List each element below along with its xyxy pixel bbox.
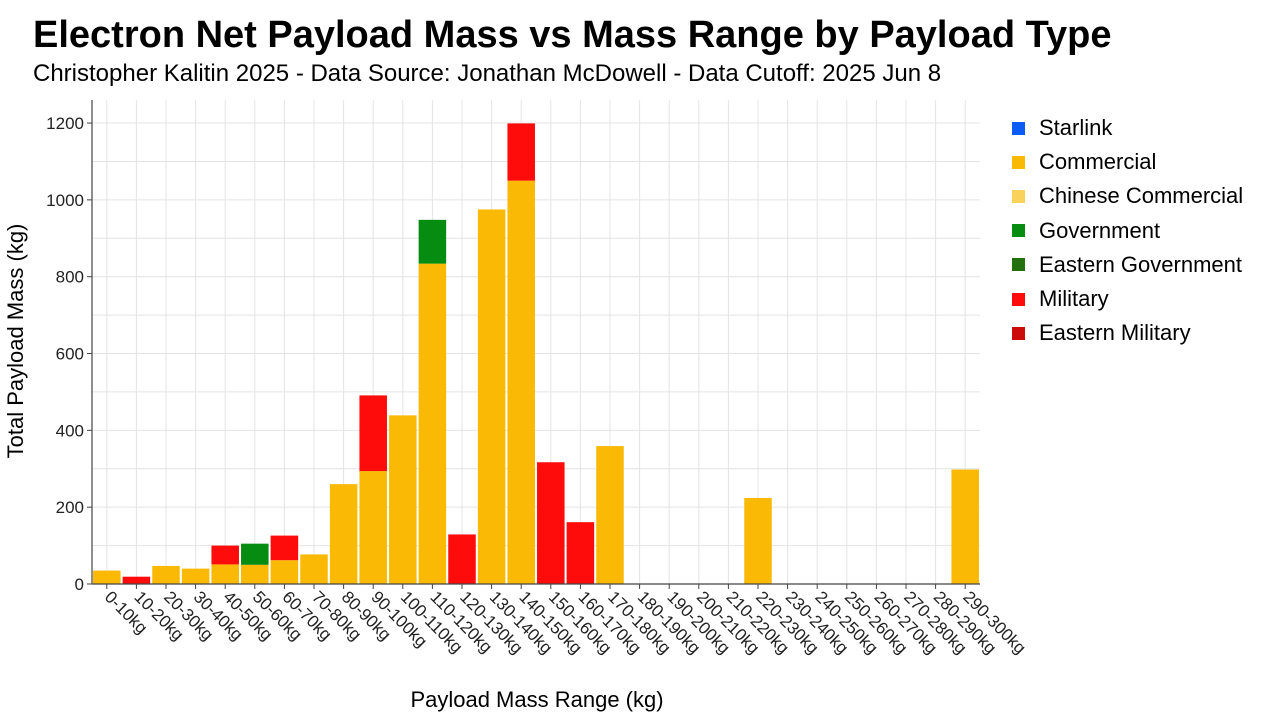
bar-commercial [93, 570, 121, 584]
bar-commercial [181, 568, 210, 584]
bar-commercial [507, 180, 535, 584]
legend-label: Chinese Commercial [1039, 183, 1244, 209]
bar-commercial [300, 554, 328, 584]
bar-commercial [329, 484, 358, 584]
legend-swatch [1012, 326, 1025, 340]
legend-swatch [1012, 258, 1025, 272]
legend-item[interactable]: Eastern Military [1012, 316, 1243, 350]
legend-item[interactable]: Commercial [1012, 145, 1243, 179]
bar-military [448, 534, 476, 584]
legend-swatch [1012, 121, 1025, 135]
bar-government [418, 219, 447, 264]
bar-military [507, 123, 535, 181]
bar-military [537, 462, 565, 584]
legend-swatch [1012, 224, 1025, 238]
y-axis-title: Total Payload Mass (kg) [3, 224, 28, 459]
legend-label: Military [1039, 286, 1109, 312]
bar-military [270, 535, 299, 561]
bar-layer [93, 123, 979, 584]
bar-military [211, 545, 239, 565]
chart-title: Electron Net Payload Mass vs Mass Range … [33, 14, 1112, 56]
bar-commercial [951, 469, 979, 584]
y-tick-label: 1200 [46, 114, 84, 133]
bar-military [122, 576, 151, 584]
bar-commercial [389, 415, 417, 584]
bar-government [241, 543, 269, 565]
bar-commercial [359, 471, 387, 584]
legend: Starlink Commercial Chinese Commercial Gove… [1012, 111, 1243, 350]
bar-commercial [152, 565, 180, 584]
bar-commercial [744, 497, 772, 584]
legend-item[interactable]: Starlink [1012, 111, 1243, 145]
y-tick-label: 200 [56, 498, 84, 517]
legend-swatch [1012, 292, 1025, 306]
bar-commercial [418, 263, 447, 584]
bar-commercial [270, 560, 299, 584]
y-tick-label: 800 [56, 268, 84, 287]
y-tick-label: 1000 [46, 191, 84, 210]
y-tick-label: 400 [56, 421, 84, 440]
bar-commercial [596, 446, 624, 584]
legend-swatch [1012, 189, 1025, 203]
grid-layer [92, 100, 980, 584]
legend-item[interactable]: Government [1012, 214, 1243, 248]
legend-item[interactable]: Eastern Government [1012, 248, 1243, 282]
bar-military [566, 522, 595, 584]
bar-commercial [477, 209, 506, 584]
bar-military [359, 395, 387, 472]
bar-commercial [211, 564, 239, 584]
legend-label: Eastern Military [1039, 320, 1191, 346]
legend-item[interactable]: Chinese Commercial [1012, 179, 1243, 213]
y-tick-label: 0 [75, 575, 84, 594]
legend-swatch [1012, 155, 1025, 169]
legend-label: Eastern Government [1039, 251, 1242, 277]
legend-label: Starlink [1039, 115, 1113, 141]
legend-label: Government [1039, 217, 1161, 243]
y-tick-label: 600 [56, 345, 84, 364]
bar-commercial [241, 564, 269, 584]
chart-subtitle: Christopher Kalitin 2025 - Data Source: … [33, 60, 942, 87]
legend-label: Commercial [1039, 149, 1157, 175]
x-axis-title: Payload Mass Range (kg) [410, 687, 663, 712]
legend-item[interactable]: Military [1012, 282, 1243, 316]
